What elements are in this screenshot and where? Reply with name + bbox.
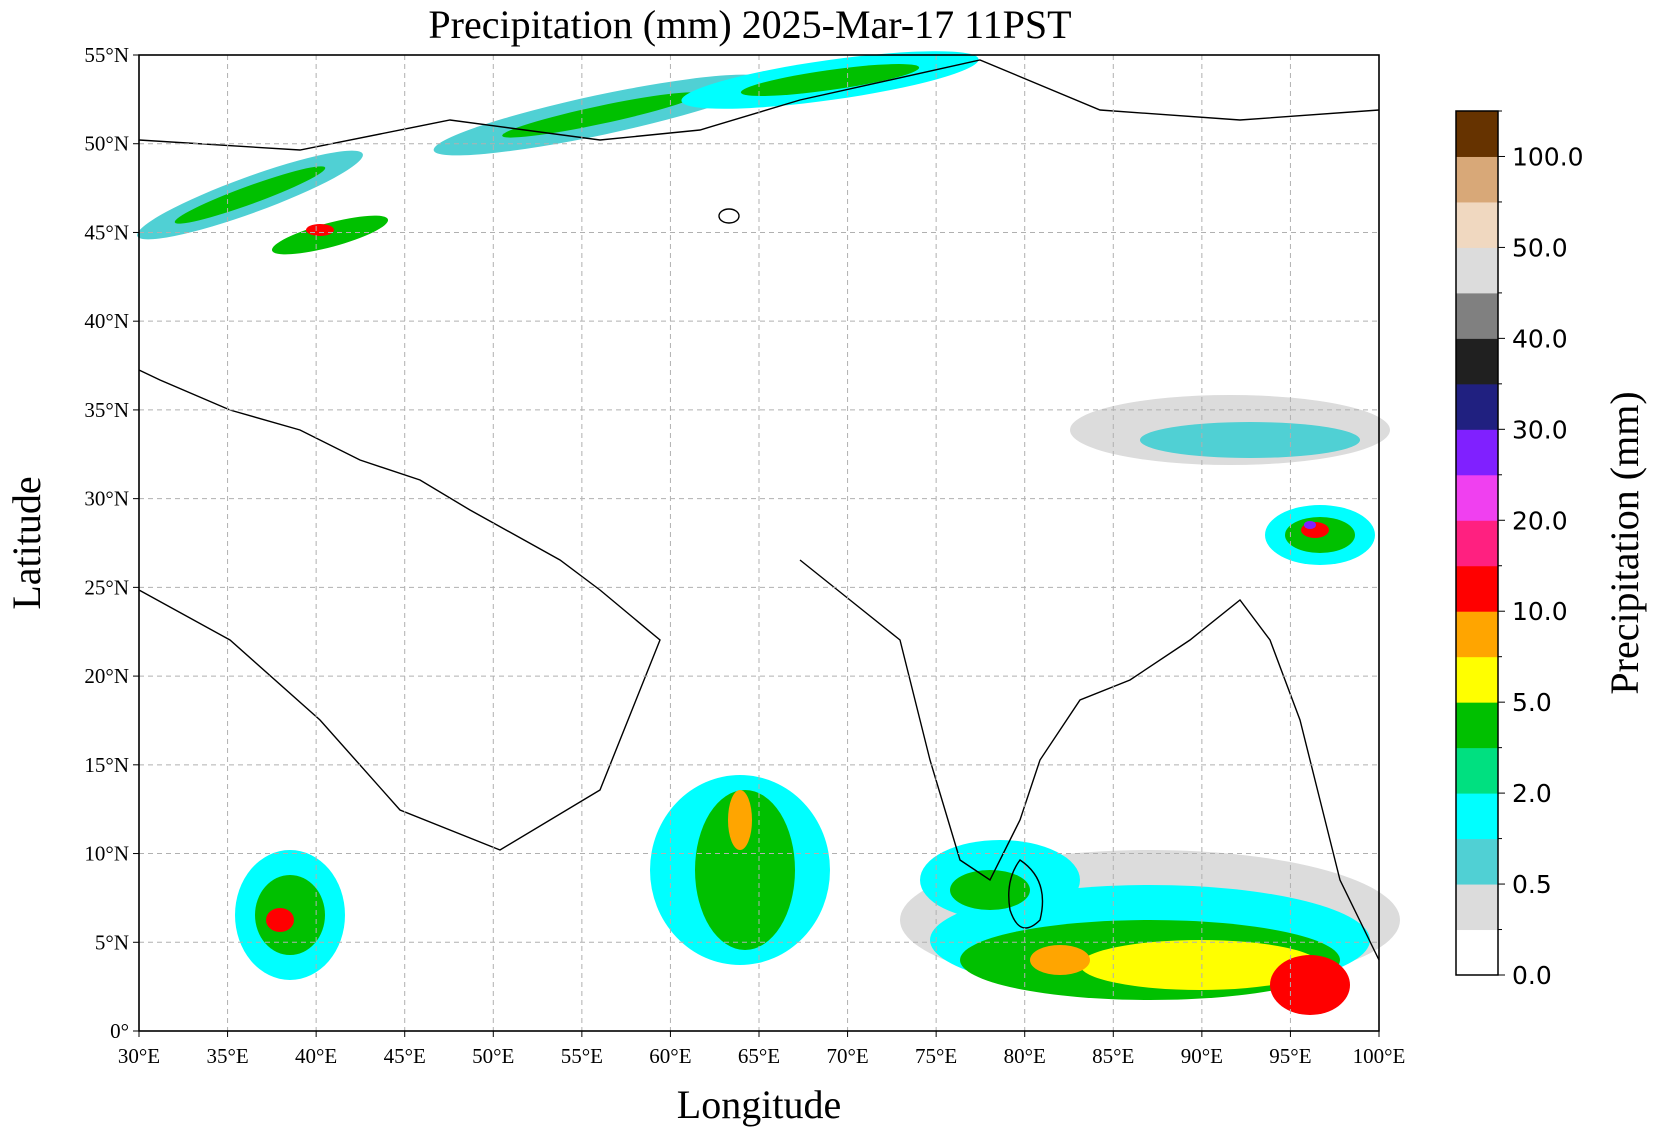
x-tick-label: 35°E <box>206 1044 248 1068</box>
y-tick-label: 50°N <box>84 132 129 156</box>
colorbar-swatch <box>1456 474 1498 521</box>
colorbar-tick-label: 50.0 <box>1512 233 1568 262</box>
colorbar-swatch <box>1456 656 1498 703</box>
y-tick-label: 30°N <box>84 487 129 511</box>
colorbar-swatch <box>1456 247 1498 294</box>
y-tick-label: 55°N <box>84 43 129 67</box>
colorbar-tick-label: 5.0 <box>1512 688 1552 717</box>
map-title: Precipitation (mm) 2025-Mar-17 11PST <box>428 2 1071 47</box>
colorbar-tick-label: 100.0 <box>1512 142 1584 171</box>
y-tick-label: 0° <box>110 1019 129 1043</box>
colorbar-tick-label: 0.0 <box>1512 961 1552 990</box>
x-tick-label: 60°E <box>649 1044 691 1068</box>
x-tick-label: 50°E <box>472 1044 514 1068</box>
y-tick-label: 45°N <box>84 220 129 244</box>
colorbar-swatch <box>1456 702 1498 749</box>
x-axis-label: Longitude <box>677 1082 841 1127</box>
colorbar-tick-label: 30.0 <box>1512 415 1568 444</box>
x-tick-label: 75°E <box>915 1044 957 1068</box>
x-tick-label: 45°E <box>384 1044 426 1068</box>
y-tick-label: 40°N <box>84 309 129 333</box>
colorbar-swatch <box>1456 156 1498 203</box>
x-tick-label: 40°E <box>295 1044 337 1068</box>
colorbar-frame <box>1455 110 1499 976</box>
colorbar-swatch <box>1456 929 1498 976</box>
colorbar-swatch <box>1456 292 1498 339</box>
colorbar-tick-label: 20.0 <box>1512 506 1568 535</box>
graticule <box>139 55 1379 1031</box>
x-tick-label: 100°E <box>1353 1044 1406 1068</box>
y-tick-label: 15°N <box>84 753 129 777</box>
colorbar-swatch <box>1456 565 1498 612</box>
colorbar-swatch <box>1456 884 1498 931</box>
colorbar-label: Precipitation (mm) <box>1602 391 1647 694</box>
colorbar-swatch <box>1456 838 1498 885</box>
colorbar: 0.0 0.5 2.0 5.0 10.0 20.0 30.0 40.0 50.0 100.0 <box>1455 110 1584 990</box>
colorbar-swatch <box>1456 383 1498 430</box>
colorbar-tick-label: 2.0 <box>1512 779 1552 808</box>
y-axis-label: Latitude <box>4 476 49 609</box>
x-tick-label: 90°E <box>1181 1044 1223 1068</box>
colorbar-swatch <box>1456 747 1498 794</box>
y-tick-label: 10°N <box>84 842 129 866</box>
precipitation-field <box>137 51 1400 1015</box>
y-tick-label: 5°N <box>95 930 129 954</box>
x-tick-label: 80°E <box>1004 1044 1046 1068</box>
colorbar-tick-label: 10.0 <box>1512 597 1568 626</box>
y-tick-label: 35°N <box>84 398 129 422</box>
colorbar-swatch <box>1456 111 1498 157</box>
x-tick-label: 95°E <box>1269 1044 1311 1068</box>
colorbar-swatch <box>1456 611 1498 658</box>
y-tick-label: 20°N <box>84 664 129 688</box>
colorbar-swatch <box>1456 429 1498 476</box>
x-tick-label: 85°E <box>1092 1044 1134 1068</box>
x-tick-label: 55°E <box>561 1044 603 1068</box>
colorbar-swatch <box>1456 793 1498 840</box>
x-tick-label: 30°E <box>118 1044 160 1068</box>
y-tick-label: 25°N <box>84 575 129 599</box>
colorbar-swatch <box>1456 338 1498 385</box>
x-tick-label: 65°E <box>738 1044 780 1068</box>
x-tick-label: 70°E <box>826 1044 868 1068</box>
colorbar-swatch <box>1456 520 1498 567</box>
colorbar-swatch <box>1456 201 1498 248</box>
colorbar-tick-label: 40.0 <box>1512 324 1568 353</box>
colorbar-tick-label: 0.5 <box>1512 870 1552 899</box>
